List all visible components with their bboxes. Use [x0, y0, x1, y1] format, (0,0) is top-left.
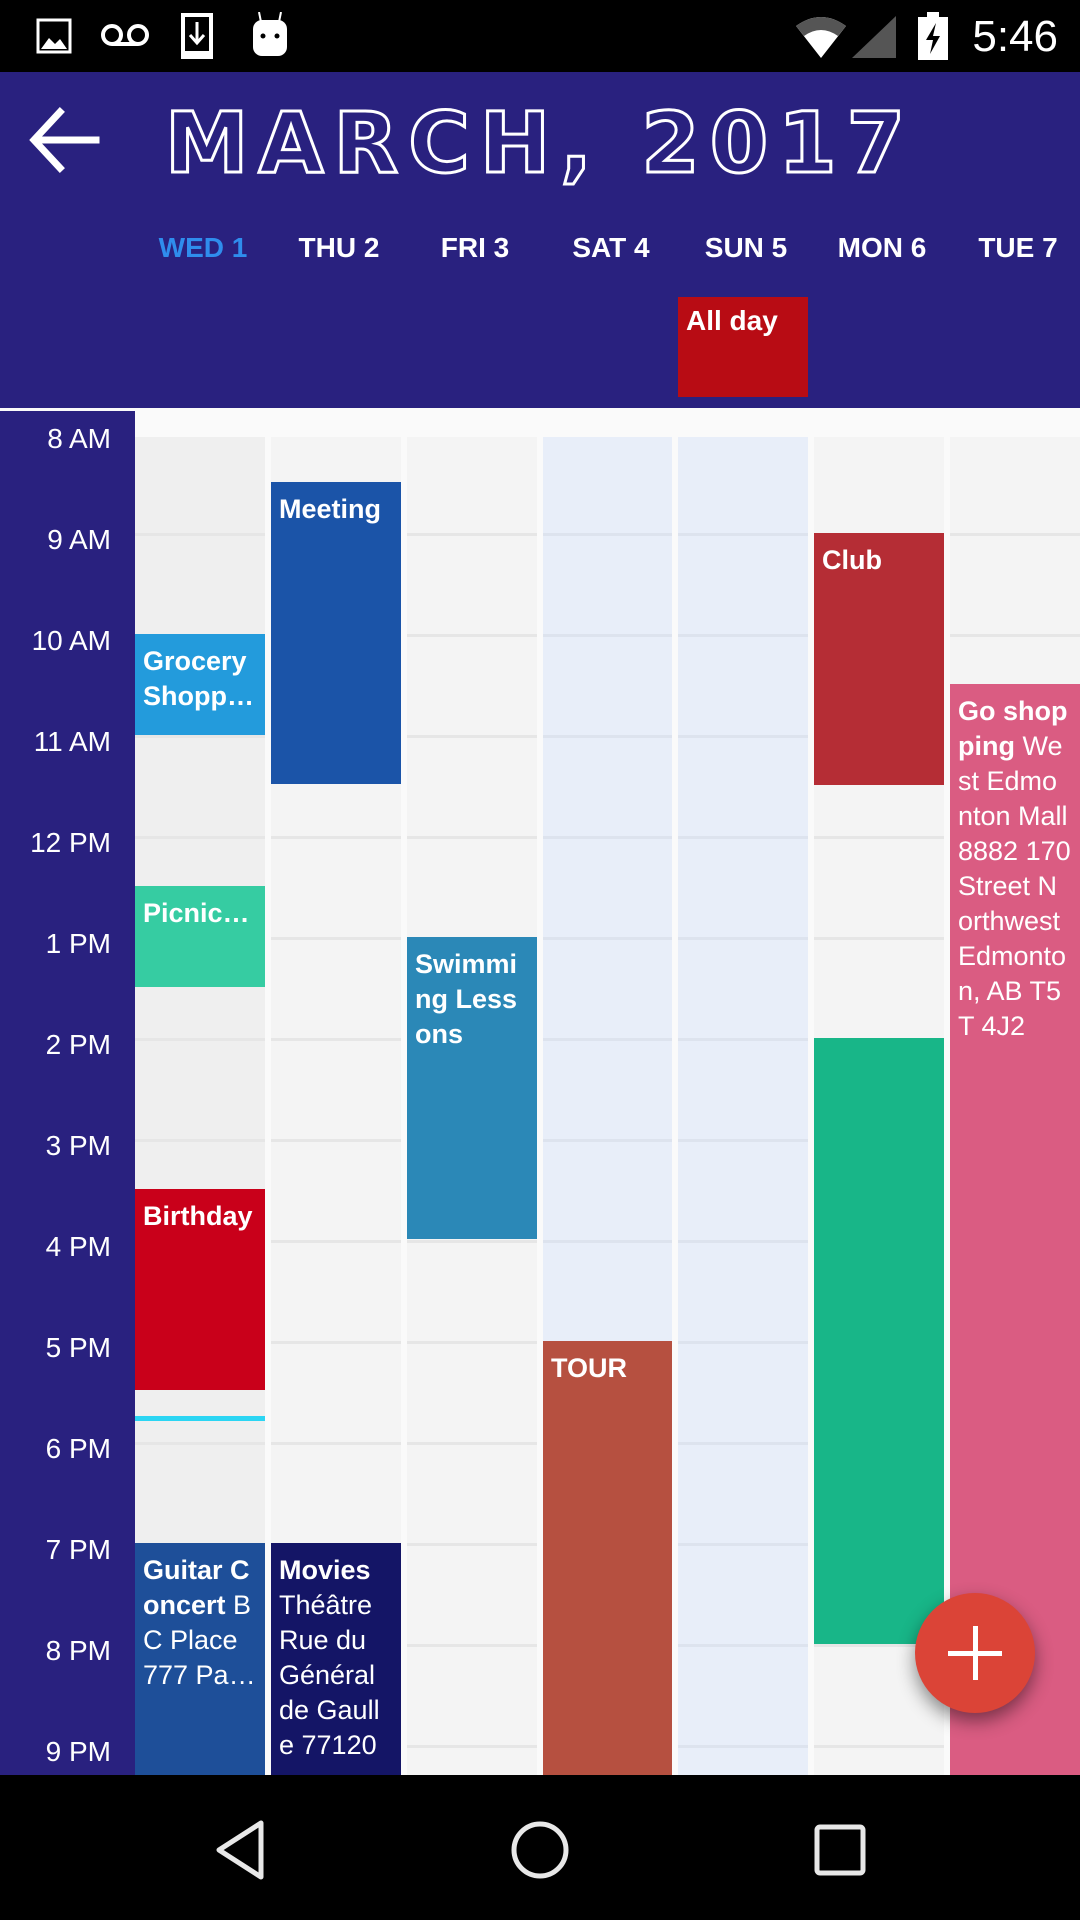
time-label: 7 PM — [45, 1534, 111, 1565]
wifi-icon — [796, 14, 846, 63]
event-swimming-lessons[interactable]: Swimming Lessons — [407, 937, 537, 1239]
time-label: 8 AM — [47, 423, 111, 454]
navigation-bar — [0, 1775, 1080, 1920]
all-day-event[interactable]: All day — [678, 297, 808, 397]
time-label: 9 PM — [45, 1736, 111, 1767]
image-icon — [36, 18, 72, 59]
status-time: 5:46 — [972, 12, 1058, 61]
event-club[interactable]: Club — [814, 533, 944, 785]
event-movies[interactable]: Movies Théâtre Rue du Général de Gaulle … — [271, 1543, 401, 1775]
voicemail-icon — [100, 22, 150, 53]
time-label: 5 PM — [45, 1332, 111, 1363]
battery-charging-icon — [918, 12, 948, 65]
nav-back-button[interactable] — [205, 1815, 275, 1885]
event-meeting[interactable]: Meeting — [271, 482, 401, 784]
month-title: MARCH, 2017 — [163, 93, 916, 194]
event-title: Club — [822, 545, 882, 575]
time-column: 8 AM 9 AM 10 AM 11 AM 12 PM 1 PM 2 PM 3 … — [0, 411, 135, 1775]
day-header-sun-5[interactable]: SUN 5 — [704, 232, 788, 263]
event-location: West Edmonton Mall 8882 170 Street North… — [958, 731, 1071, 1041]
event-title: Picnic… — [143, 898, 250, 928]
event-title: Meeting — [279, 494, 382, 524]
arrow-back-icon — [29, 107, 100, 173]
android-icon — [250, 11, 290, 61]
add-event-button[interactable] — [915, 1593, 1035, 1713]
day-header-tue-7[interactable]: TUE 7 — [978, 232, 1058, 263]
event-title: Swimming Lessons — [415, 949, 518, 1049]
event-grocery-shopping[interactable]: Grocery Shopp… — [135, 634, 265, 735]
cell-signal-icon — [852, 16, 896, 63]
event-location: BC Place 777 Pa… — [143, 1590, 256, 1690]
current-time-indicator — [135, 1416, 265, 1421]
time-label: 6 PM — [45, 1433, 111, 1464]
event-title: Birthday — [143, 1201, 253, 1231]
time-label: 10 AM — [31, 625, 111, 656]
event-title: Guitar Concert — [143, 1555, 250, 1620]
back-button[interactable] — [26, 102, 102, 178]
time-label: 3 PM — [45, 1130, 111, 1161]
day-header-thu-2[interactable]: THU 2 — [298, 232, 380, 263]
calendar-header: MARCH, 2017 WED 1 THU 2 FRI 3 SAT 4 SUN … — [0, 72, 1080, 408]
status-bar: 5:46 — [0, 0, 1080, 72]
home-icon — [511, 1821, 569, 1879]
time-label: 1 PM — [45, 928, 111, 959]
time-label: 12 PM — [30, 827, 111, 858]
day-header-fri-3[interactable]: FRI 3 — [440, 232, 510, 263]
download-icon — [180, 12, 214, 65]
recents-icon — [814, 1824, 866, 1876]
event-title: Go shopping — [958, 696, 1068, 761]
day-column-sun-5[interactable] — [678, 437, 808, 1775]
day-header-wed-1[interactable]: WED 1 — [158, 232, 248, 263]
event-picnic[interactable]: Picnic… — [135, 886, 265, 987]
day-header-mon-6[interactable]: MON 6 — [837, 232, 927, 263]
event-title: Grocery Shopp… — [143, 646, 254, 711]
nav-recents-button[interactable] — [805, 1815, 875, 1885]
time-grid[interactable]: 8 AM 9 AM 10 AM 11 AM 12 PM 1 PM 2 PM 3 … — [0, 408, 1080, 1775]
event-title: TOUR — [551, 1353, 628, 1383]
time-label: 4 PM — [45, 1231, 111, 1262]
event-untitled-mon[interactable] — [814, 1038, 944, 1644]
time-label: 11 AM — [33, 726, 111, 757]
time-label: 8 PM — [45, 1635, 111, 1666]
time-label: 9 AM — [47, 524, 111, 555]
day-header-sat-4[interactable]: SAT 4 — [572, 232, 650, 263]
day-header-row: WED 1 THU 2 FRI 3 SAT 4 SUN 5 MON 6 TUE … — [135, 232, 1080, 292]
nav-home-button[interactable] — [505, 1815, 575, 1885]
event-birthday[interactable]: Birthday — [135, 1189, 265, 1390]
event-title: Movies — [279, 1555, 371, 1585]
event-guitar-concert[interactable]: Guitar Concert BC Place 777 Pa… — [135, 1543, 265, 1775]
event-tour[interactable]: TOUR — [543, 1341, 672, 1775]
event-location: Théâtre Rue du Général de Gaulle 77120 — [279, 1590, 380, 1760]
back-icon — [216, 1820, 264, 1880]
time-label: 2 PM — [45, 1029, 111, 1060]
